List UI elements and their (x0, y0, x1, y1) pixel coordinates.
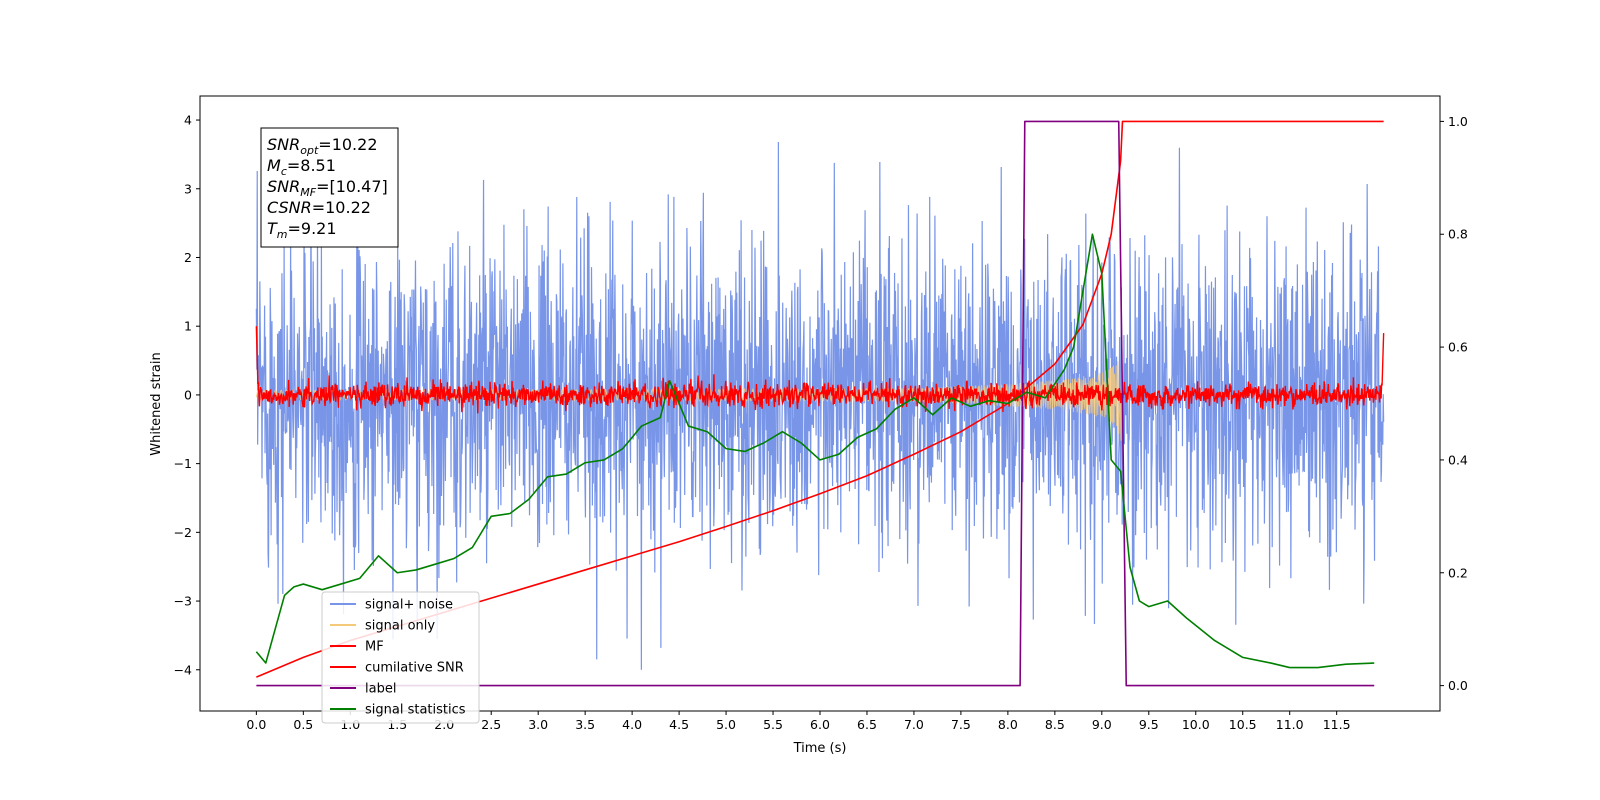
y-tick-label: −3 (174, 594, 192, 609)
x-axis-label: Time (s) (793, 741, 847, 756)
y-tick-label: 3 (184, 181, 192, 196)
x-tick-label: 3.5 (575, 717, 595, 732)
info-line: Mc=8.51 (267, 156, 336, 178)
y-tick-label: 0 (184, 387, 192, 402)
x-tick-label: 9.5 (1139, 717, 1159, 732)
y-tick-label: 4 (184, 113, 192, 128)
x-tick-label: 6.5 (857, 717, 877, 732)
y-right-tick-label: 0.8 (1448, 227, 1468, 242)
info-annotation-box: SNRopt=10.22Mc=8.51SNRMF=[10.47]CSNR=10.… (260, 127, 399, 248)
x-tick-label: 10.5 (1229, 717, 1257, 732)
x-tick-label: 4.0 (622, 717, 642, 732)
y-axis-right: 1.0 0.8 0.6 0.4 0.2 0.0 (1440, 114, 1468, 693)
legend-entry: signal statistics (365, 703, 466, 718)
y-right-tick-label: 1.0 (1448, 114, 1468, 129)
legend-entry: label (365, 682, 396, 697)
y-tick-label: 1 (184, 319, 192, 334)
y-right-tick-label: 0.6 (1448, 340, 1468, 355)
y-right-tick-label: 0.0 (1448, 678, 1468, 693)
legend-entry: signal+ noise (365, 598, 453, 613)
series-signal-noise (255, 141, 1385, 670)
info-line: SNRopt=10.22 (267, 135, 378, 157)
y-right-tick-label: 0.2 (1448, 565, 1468, 580)
x-tick-label: 6.0 (810, 717, 830, 732)
x-tick-label: 8.5 (1045, 717, 1065, 732)
y-right-tick-label: 0.4 (1448, 452, 1468, 467)
y-axis-left: 4 3 2 1 0 −1 −2 −3 −4 (174, 113, 200, 677)
y-tick-label: −2 (174, 525, 192, 540)
info-line: CSNR=10.22 (267, 198, 371, 217)
y-tick-label: −4 (174, 662, 192, 677)
x-tick-label: 2.5 (481, 717, 501, 732)
x-tick-label: 0.5 (293, 717, 313, 732)
x-tick-label: 9.0 (1092, 717, 1112, 732)
legend-frame (321, 591, 480, 724)
series-signal-statistics (255, 233, 1375, 669)
x-tick-label: 10.0 (1182, 717, 1210, 732)
x-tick-label: 7.5 (951, 717, 971, 732)
series-label (256, 120, 1375, 687)
series-mf (255, 326, 1385, 414)
y-tick-label: 2 (184, 250, 192, 265)
x-tick-label: 3.0 (528, 717, 548, 732)
x-tick-label: 5.0 (716, 717, 736, 732)
x-tick-label: 5.5 (763, 717, 783, 732)
legend: signal+ noise signal only MF cumilative SNR… (321, 591, 480, 724)
x-tick-label: 11.5 (1323, 717, 1351, 732)
legend-entry: signal only (365, 619, 435, 634)
info-box-frame (260, 127, 399, 248)
info-line: Tm=9.21 (267, 219, 337, 241)
x-tick-label: 0.0 (246, 717, 266, 732)
y-tick-label: −1 (174, 456, 192, 471)
legend-entry: MF (365, 640, 384, 655)
x-tick-label: 4.5 (669, 717, 689, 732)
y-axis-label: Whitened strain (149, 352, 164, 455)
info-line: SNRMF=[10.47] (267, 177, 388, 199)
x-tick-label: 8.0 (998, 717, 1018, 732)
x-tick-label: 11.0 (1276, 717, 1304, 732)
x-tick-label: 7.0 (904, 717, 924, 732)
legend-entry: cumilative SNR (365, 661, 464, 676)
